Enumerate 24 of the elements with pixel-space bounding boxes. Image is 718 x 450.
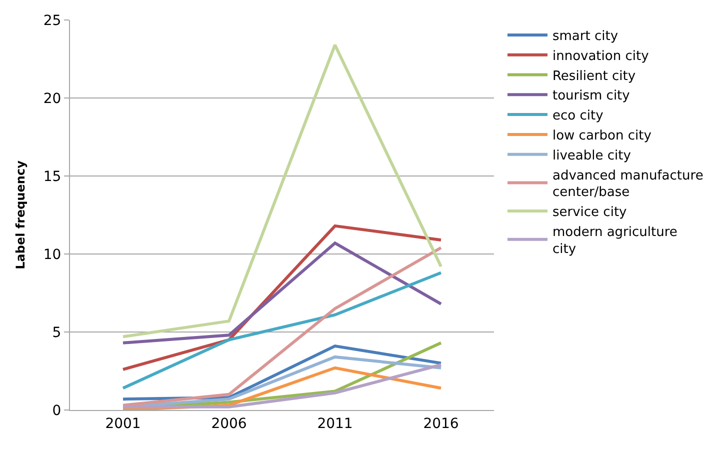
line-series [122, 246, 442, 407]
x-tick-label: 2001 [105, 416, 141, 432]
y-tick-label: 15 [43, 168, 62, 185]
y-tick-label: 0 [52, 402, 62, 419]
legend-label: service city [552, 205, 628, 220]
y-tick-label: 20 [43, 90, 62, 107]
line-series [122, 43, 442, 338]
x-tick-label: 2011 [317, 416, 353, 432]
x-tick-label: 2016 [423, 416, 459, 432]
line-series [122, 271, 442, 390]
y-tick-label: 5 [52, 324, 62, 341]
y-axis-title: Label frequency [14, 160, 28, 270]
y-tick-label: 10 [43, 246, 62, 263]
legend-label: tourism city [552, 88, 630, 104]
legend-label: innovation city [552, 48, 650, 64]
legend-label: eco city [552, 108, 604, 124]
legend-label: Resilient city [552, 68, 636, 84]
legend-label: low carbon city [552, 128, 652, 144]
legend-label: modern agriculture city [552, 225, 678, 257]
line-series [122, 242, 442, 344]
x-tick-label: 2006 [211, 416, 247, 432]
y-tick-label: 25 [43, 12, 62, 29]
legend-label: liveable city [552, 148, 632, 164]
legend-label: smart city [552, 29, 618, 44]
